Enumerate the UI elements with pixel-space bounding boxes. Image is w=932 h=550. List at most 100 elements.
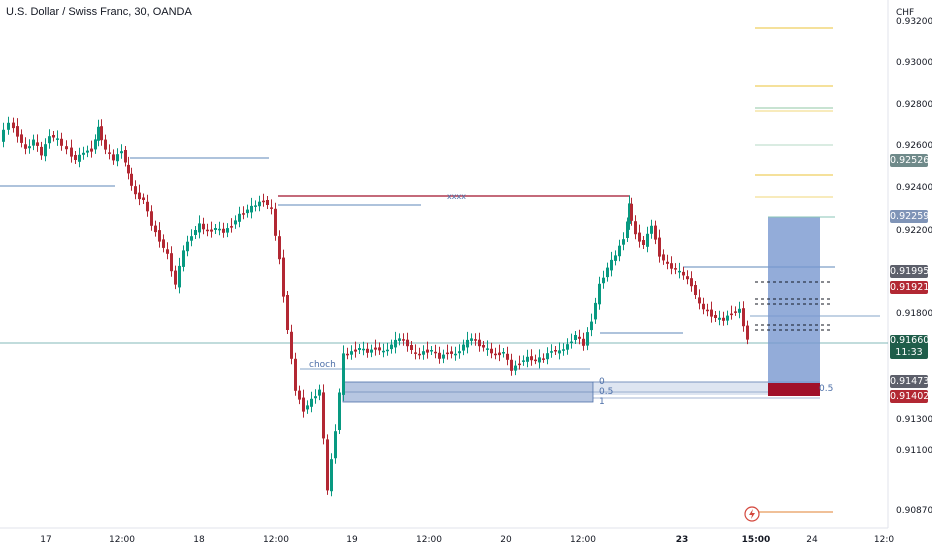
candle-body xyxy=(490,348,493,354)
candle-body xyxy=(626,221,629,238)
candle-body xyxy=(278,236,281,260)
candle-body xyxy=(290,331,293,359)
candle-body xyxy=(502,352,505,354)
candle-body xyxy=(70,147,73,157)
candle-body xyxy=(112,154,115,161)
candle-body xyxy=(36,142,39,146)
candle-body xyxy=(186,241,189,252)
candle-body xyxy=(322,392,325,439)
price-label: 0.91402 xyxy=(890,390,930,403)
price-tick: 0.92400 xyxy=(896,183,932,193)
candle-body xyxy=(398,338,401,341)
candle-body xyxy=(206,229,209,232)
candle-body xyxy=(586,332,589,346)
choch-label[interactable]: choch xyxy=(309,360,336,370)
candle-body xyxy=(628,203,631,224)
candle-body xyxy=(342,353,345,395)
candle-body xyxy=(28,146,31,149)
candle-body xyxy=(646,233,649,247)
candle-body xyxy=(578,336,581,339)
xxxx-label[interactable]: xxxx xyxy=(447,192,466,201)
candle-body xyxy=(670,263,673,269)
candle-body xyxy=(510,359,513,371)
candle-body xyxy=(402,339,405,341)
time-tick: 19 xyxy=(346,535,358,545)
candle-body xyxy=(346,353,349,356)
candle-body xyxy=(422,351,425,355)
candle-body xyxy=(426,349,429,353)
candle-body xyxy=(714,315,717,318)
candle-body xyxy=(530,356,533,361)
candle-body xyxy=(738,308,741,313)
candle-body xyxy=(482,345,485,348)
candle-body xyxy=(526,356,529,362)
candle-body xyxy=(150,211,153,226)
candle-body xyxy=(190,236,193,241)
candle-body xyxy=(222,228,225,233)
candle-body xyxy=(498,352,501,356)
candle-body xyxy=(314,396,317,399)
candle-body xyxy=(694,285,697,295)
candle-body xyxy=(90,148,93,152)
candle-body xyxy=(442,354,445,359)
candle-body xyxy=(606,267,609,278)
candle-body xyxy=(570,341,573,344)
candle-body xyxy=(246,209,249,214)
candle-body xyxy=(686,276,689,280)
candle-body xyxy=(294,358,297,391)
candle-body xyxy=(234,220,237,225)
candle-body xyxy=(330,459,333,492)
candle-body xyxy=(100,126,103,141)
candle-body xyxy=(658,237,661,257)
candle-body xyxy=(382,350,385,353)
candle-body xyxy=(642,240,645,245)
candle-body xyxy=(410,345,413,350)
candle-body xyxy=(654,225,657,240)
candles xyxy=(2,116,749,497)
candle-body xyxy=(430,350,433,352)
time-tick: 18 xyxy=(193,535,205,545)
candle-body xyxy=(282,257,285,297)
candle-body xyxy=(158,230,161,242)
candle-body xyxy=(406,339,409,347)
candle-body xyxy=(374,347,377,350)
candle-body xyxy=(286,295,289,330)
candle-body xyxy=(558,350,561,354)
candle-body xyxy=(734,311,737,313)
candle-body xyxy=(214,228,217,230)
candle-body xyxy=(104,139,107,150)
candle-body xyxy=(434,351,437,354)
price-label: 0.91660 11:33 xyxy=(890,335,930,359)
time-axis[interactable]: 17 12:00 18 12:00 19 12:00 20 12:00 23 15:00 24 12:… xyxy=(40,535,894,545)
candle-body xyxy=(446,352,449,355)
candle-body xyxy=(742,308,745,327)
candle-body xyxy=(366,348,369,353)
price-label: 0.91995 xyxy=(890,265,930,278)
candle-body xyxy=(52,135,55,138)
candle-body xyxy=(82,152,85,155)
candle-body xyxy=(48,136,51,144)
candle-body xyxy=(730,313,733,316)
candle-body xyxy=(120,151,123,154)
candle-body xyxy=(350,351,353,355)
candle-body xyxy=(94,139,97,150)
time-tick: 12:00 xyxy=(570,535,596,545)
candle-body xyxy=(618,245,621,257)
candle-body xyxy=(466,339,469,348)
candle-body xyxy=(298,390,301,400)
candle-body xyxy=(566,344,569,350)
lightning-icon[interactable] xyxy=(744,506,760,522)
candle-body xyxy=(146,201,149,212)
candle-body xyxy=(270,207,273,209)
candle-body xyxy=(650,225,653,234)
drawings xyxy=(0,27,888,513)
candle-body xyxy=(250,205,253,213)
candle-body xyxy=(462,344,465,351)
price-axis[interactable]: 0.93000 0.92800 0.92600 0.92400 0.92200 0.918… xyxy=(896,58,932,516)
candle-body xyxy=(326,439,329,491)
candle-body xyxy=(108,152,111,154)
candle-body xyxy=(40,146,43,156)
price-tick: 0.91300 xyxy=(896,415,932,425)
target-box xyxy=(768,217,820,383)
